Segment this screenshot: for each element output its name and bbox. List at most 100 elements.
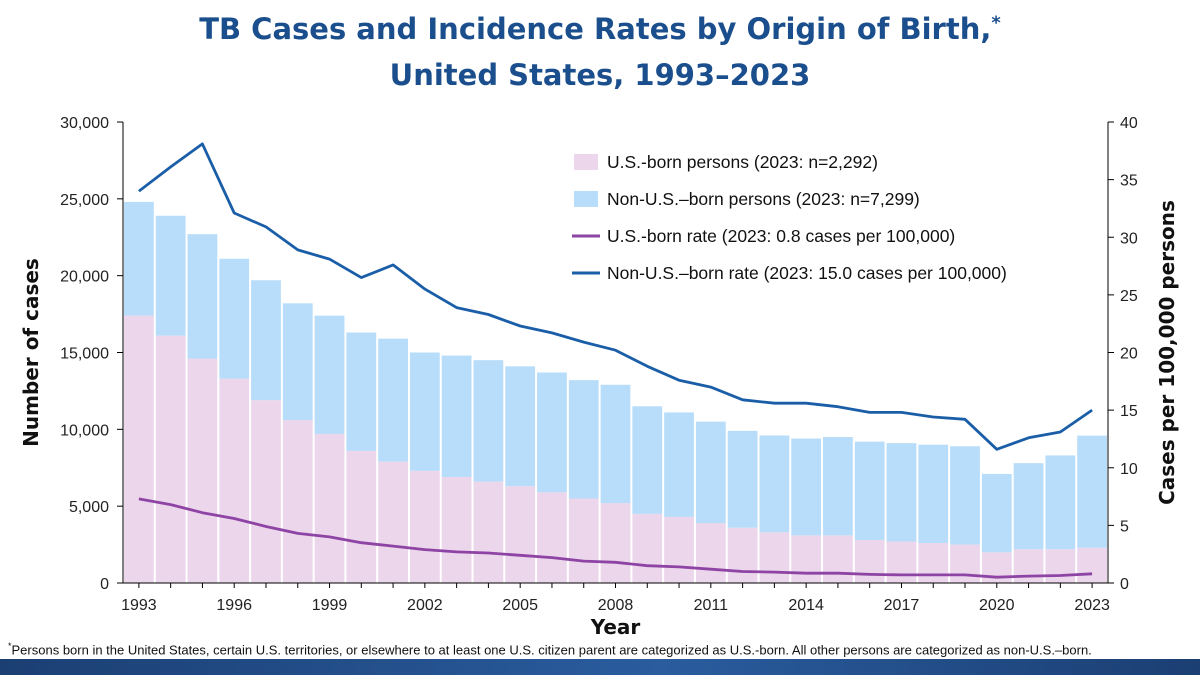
bar-us-born-2003 <box>441 476 472 583</box>
bar-non-us-born-1996 <box>219 258 250 379</box>
bar-us-born-2018 <box>918 543 949 583</box>
lines-group <box>138 142 1093 579</box>
bar-us-born-2019 <box>950 544 980 583</box>
footnote-marker: * <box>8 641 12 651</box>
legend-non-us-born-persons-swatch <box>574 191 598 207</box>
bar-non-us-born-1998 <box>282 303 313 421</box>
y-right-tick-label: 10 <box>1120 461 1138 478</box>
y-axis-right-title: Cases per 100,000 persons <box>1155 200 1179 505</box>
bar-non-us-born-2000 <box>346 332 377 451</box>
bar-non-us-born-2018 <box>918 444 949 544</box>
bar-non-us-born-2003 <box>441 355 472 477</box>
bar-us-born-1997 <box>251 400 281 583</box>
x-tick-label: 2017 <box>884 597 920 614</box>
y-axis-left-title: Number of cases <box>19 258 43 447</box>
bar-non-us-born-1997 <box>251 280 281 401</box>
bar-us-born-2017 <box>886 541 917 583</box>
bar-us-born-2013 <box>759 532 790 583</box>
bar-non-us-born-2013 <box>759 435 790 533</box>
bar-non-us-born-2001 <box>378 338 408 462</box>
y-right-tick-label: 35 <box>1120 173 1138 190</box>
bar-non-us-born-2006 <box>537 372 567 493</box>
bar-us-born-1998 <box>282 420 313 583</box>
bar-non-us-born-1999 <box>314 315 345 434</box>
bar-non-us-born-2012 <box>727 430 758 528</box>
bar-us-born-2004 <box>473 481 504 583</box>
bar-us-born-2000 <box>346 450 377 583</box>
y-right-tick-label: 15 <box>1120 403 1138 420</box>
x-tick-label: 2008 <box>598 597 634 614</box>
legend-non-us-born-rate-label: Non-U.S.–born rate (2023: 15.0 cases per… <box>607 263 1007 283</box>
x-axis-title: Year <box>590 615 641 639</box>
bar-non-us-born-2004 <box>473 360 504 482</box>
y-right-tick-label: 40 <box>1120 115 1138 132</box>
line-us-born-rate <box>138 497 1093 579</box>
bar-us-born-2002 <box>409 470 440 583</box>
y-left-tick-label: 0 <box>100 576 109 593</box>
bar-us-born-1996 <box>219 378 250 583</box>
bar-us-born-2006 <box>537 492 567 583</box>
bar-us-born-2010 <box>664 516 694 583</box>
chart-title-line2: United States, 1993–2023 <box>389 58 811 92</box>
bar-non-us-born-2017 <box>886 443 917 542</box>
bar-non-us-born-2009 <box>632 406 663 514</box>
y-left-tick-label: 15,000 <box>60 346 109 363</box>
bar-us-born-2023 <box>1077 547 1107 583</box>
x-tick-label: 1993 <box>121 597 157 614</box>
bar-non-us-born-2020 <box>981 473 1012 553</box>
bar-non-us-born-2015 <box>823 437 853 536</box>
y-right-tick-label: 30 <box>1120 230 1138 247</box>
bar-non-us-born-2016 <box>854 441 885 540</box>
legend-non-us-born-persons-label: Non-U.S.–born persons (2023: n=7,299) <box>607 189 920 209</box>
x-tick-label: 2011 <box>694 597 729 614</box>
x-tick-label: 2020 <box>979 597 1015 614</box>
bar-non-us-born-2019 <box>950 446 980 545</box>
bar-non-us-born-2005 <box>505 366 536 487</box>
bar-us-born-2011 <box>695 523 726 583</box>
bar-us-born-2015 <box>823 535 853 583</box>
y-left-tick-label: 5,000 <box>69 499 109 516</box>
legend: U.S.-born persons (2023: n=2,292) Non-U.S… <box>572 152 1007 283</box>
axes-group: 0 5,000 10,000 15,000 20,000 25,000 30,000 0 5 10… <box>19 115 1179 639</box>
title-footnote-marker: * <box>991 12 1001 34</box>
bar-non-us-born-2023 <box>1077 435 1107 548</box>
bars-group <box>124 201 1107 583</box>
x-tick-label: 2005 <box>502 597 538 614</box>
bar-non-us-born-2011 <box>695 421 726 524</box>
y-left-tick-label: 25,000 <box>60 192 109 209</box>
bar-non-us-born-2021 <box>1013 463 1044 550</box>
line-non-us-born-rate <box>138 142 1093 451</box>
bar-non-us-born-2002 <box>409 352 440 471</box>
bar-non-us-born-1994 <box>155 215 186 336</box>
bar-us-born-2021 <box>1013 549 1044 583</box>
y-right-tick-label: 5 <box>1120 518 1129 535</box>
legend-us-born-persons-swatch <box>574 154 598 170</box>
bar-non-us-born-1995 <box>187 234 218 359</box>
x-tick-label: 2023 <box>1074 597 1110 614</box>
footnote: *Persons born in the United States, cert… <box>8 641 1092 657</box>
y-left-tick-label: 30,000 <box>60 115 109 132</box>
bar-us-born-2001 <box>378 461 408 583</box>
bar-non-us-born-2022 <box>1045 455 1076 550</box>
footnote-text: Persons born in the United States, certa… <box>11 642 1092 658</box>
bar-non-us-born-2007 <box>568 380 599 499</box>
legend-us-born-rate-label: U.S.-born rate (2023: 0.8 cases per 100,… <box>607 226 955 246</box>
bar-non-us-born-1993 <box>124 201 154 316</box>
bar-us-born-1994 <box>155 335 186 583</box>
bar-us-born-2007 <box>568 498 599 583</box>
bar-non-us-born-2014 <box>791 438 822 536</box>
bar-us-born-1995 <box>187 358 218 583</box>
tb-cases-chart: 0 5,000 10,000 15,000 20,000 25,000 30,000 0 5 10… <box>19 115 1179 639</box>
y-left-tick-label: 20,000 <box>60 269 109 286</box>
bar-us-born-2005 <box>505 486 536 583</box>
y-right-tick-label: 0 <box>1120 576 1129 593</box>
chart-title-text: TB Cases and Incidence Rates by Origin o… <box>199 12 992 46</box>
x-tick-label: 1999 <box>312 597 348 614</box>
bar-us-born-2012 <box>727 527 758 583</box>
bar-us-born-2014 <box>791 535 822 583</box>
bar-us-born-1999 <box>314 433 345 583</box>
y-right-tick-label: 25 <box>1120 288 1138 305</box>
bottom-banner <box>0 659 1200 675</box>
bar-us-born-2008 <box>600 503 631 583</box>
bar-us-born-2022 <box>1045 549 1076 583</box>
